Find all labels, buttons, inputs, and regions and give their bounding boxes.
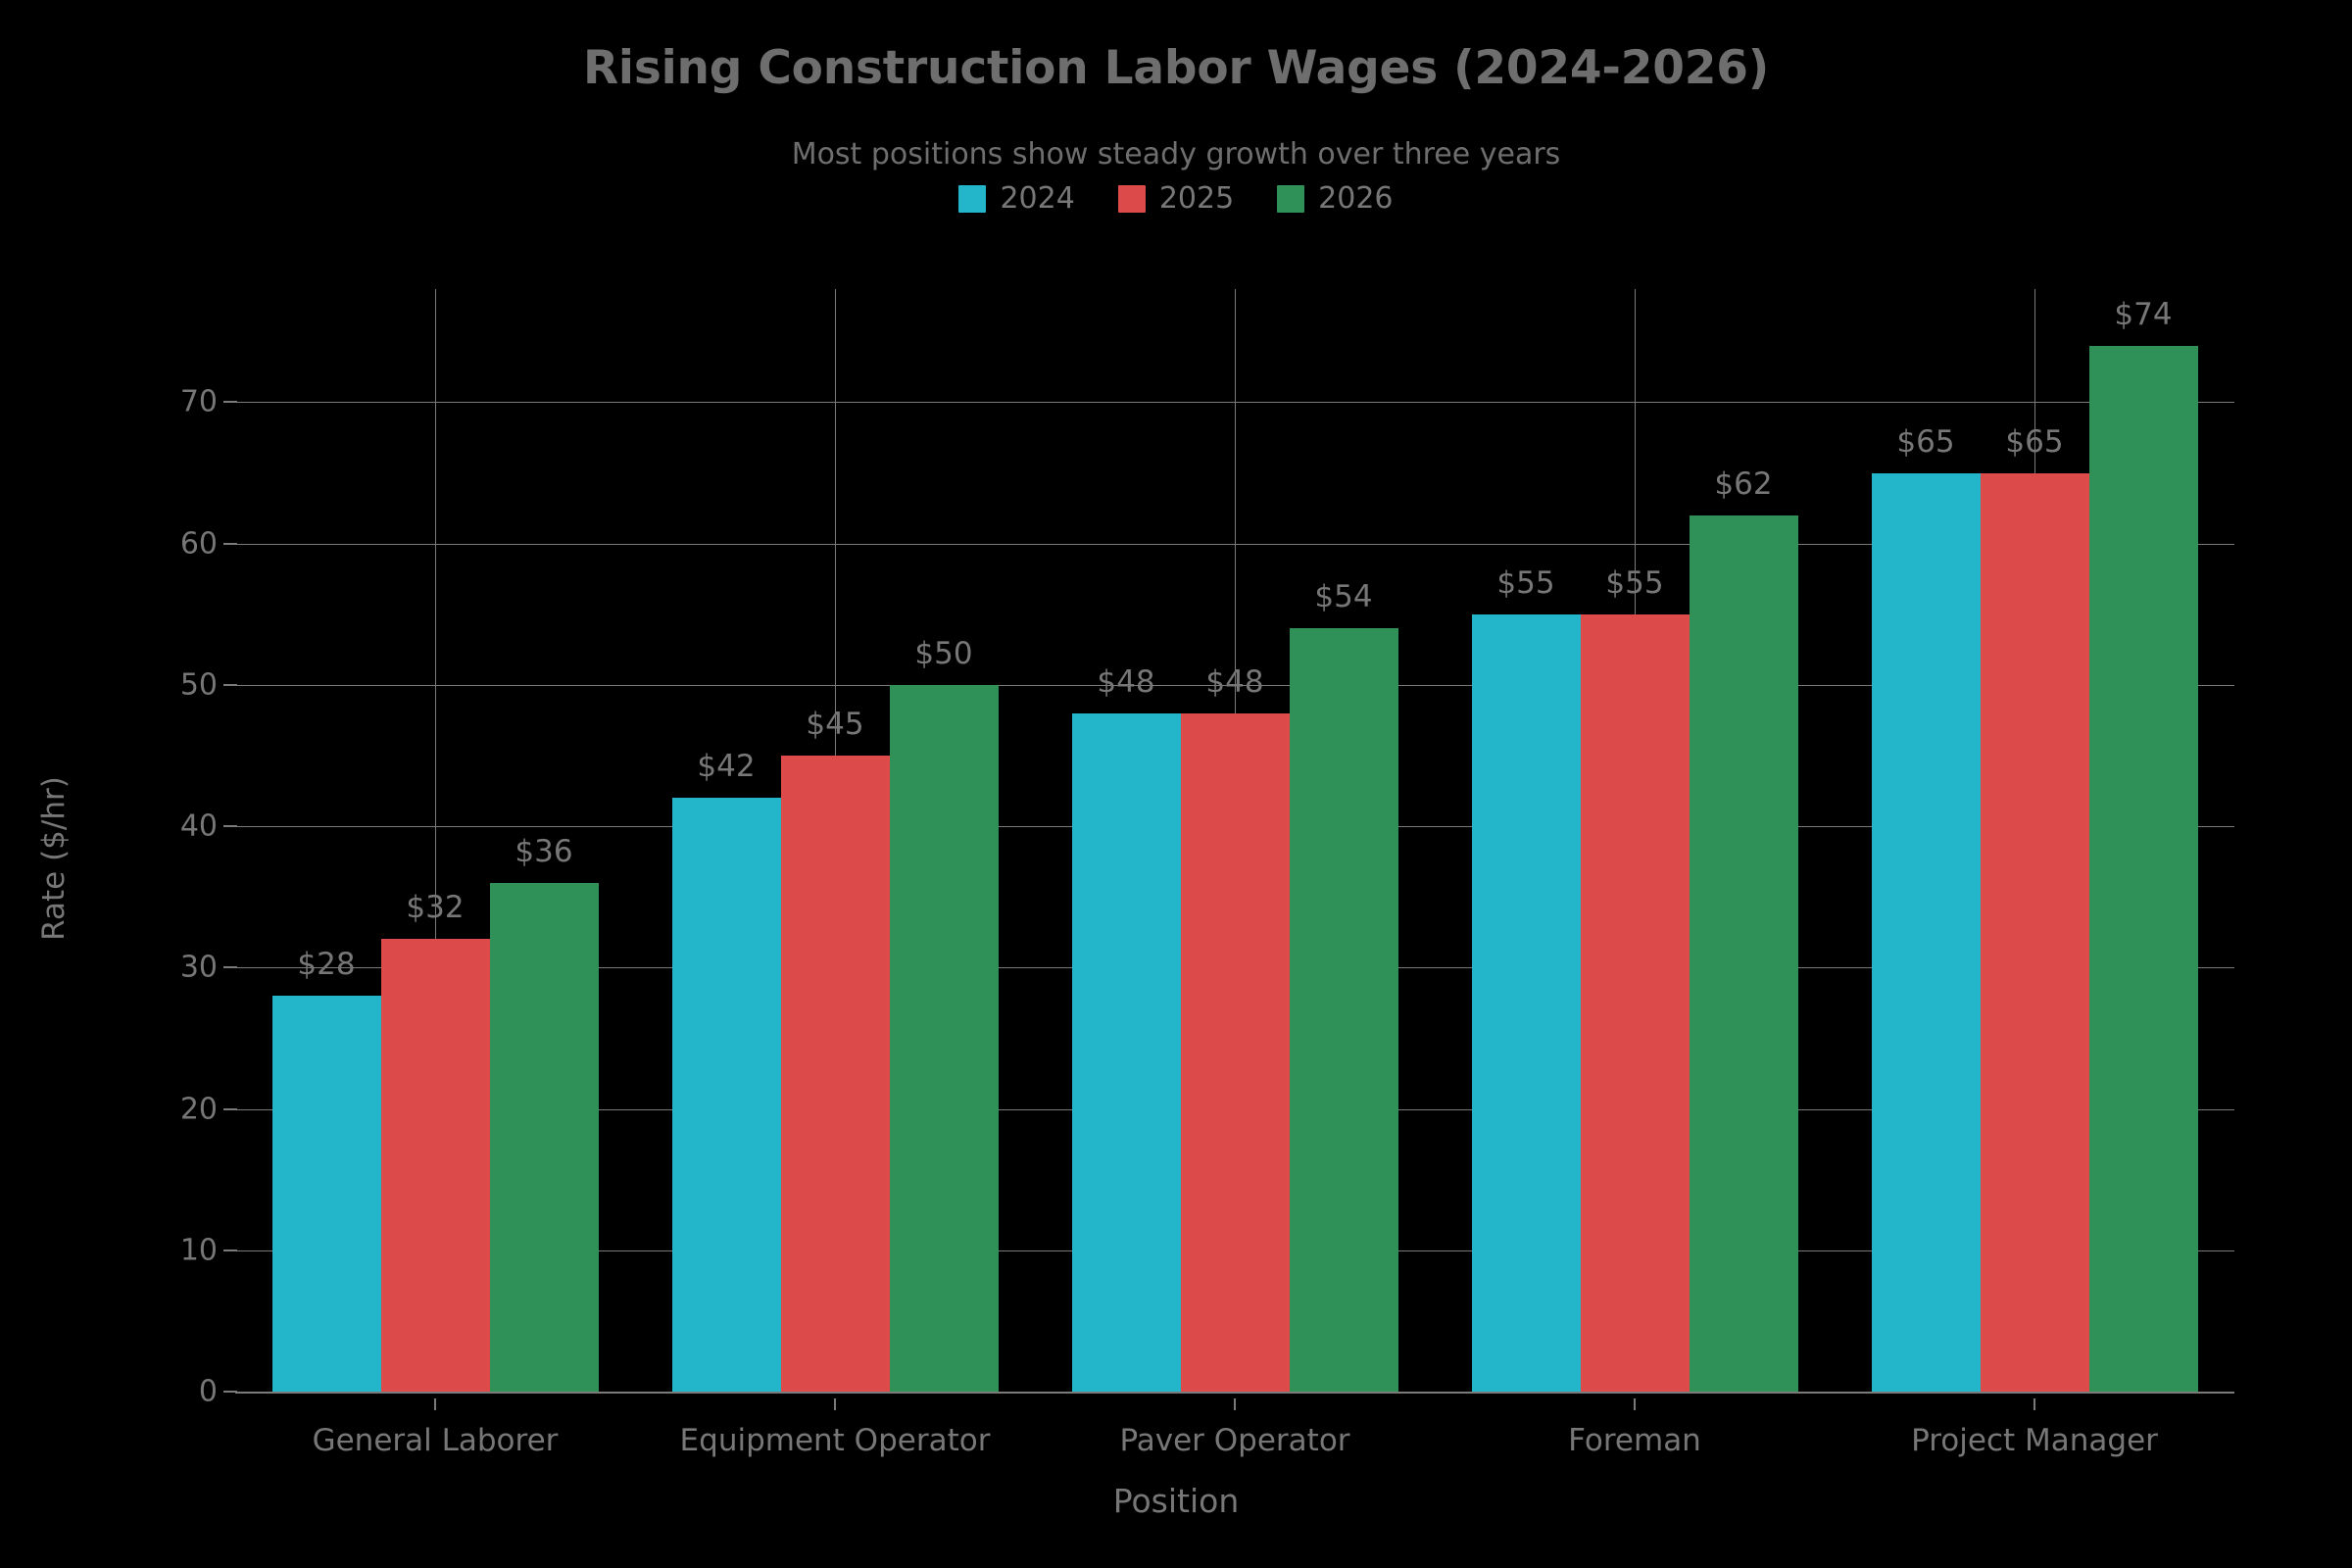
y-axis-tick-mark [223, 1107, 237, 1110]
y-axis-tick-label: 50 [179, 667, 218, 703]
y-axis-tick-mark [223, 683, 237, 686]
bar[interactable] [780, 755, 890, 1392]
bar[interactable] [889, 684, 999, 1392]
legend-item-2025[interactable]: 2025 [1117, 181, 1235, 216]
bar-value-label: $32 [406, 890, 465, 926]
legend-swatch-2025 [1117, 185, 1146, 213]
bar-value-label: $55 [1605, 564, 1664, 601]
x-axis-tick-mark [2034, 1398, 2035, 1410]
chart-subtitle: Most positions show steady growth over t… [791, 137, 1561, 172]
x-axis-tick-label: Equipment Operator [679, 1423, 991, 1458]
x-axis-tick-label: Foreman [1568, 1423, 1701, 1458]
x-axis-tick-mark [1634, 1398, 1636, 1410]
bar[interactable] [1180, 712, 1290, 1392]
chart-legend: 2024 2025 2026 [0, 184, 2352, 214]
legend-swatch-2024 [958, 185, 987, 213]
y-axis-tick-label: 0 [198, 1374, 218, 1409]
y-axis-tick-mark [223, 401, 237, 404]
bar-value-label: $55 [1496, 564, 1555, 601]
y-axis-tick-mark [223, 966, 237, 969]
chart-title: Rising Construction Labor Wages (2024-20… [582, 41, 1770, 95]
bar-value-label: $45 [806, 706, 864, 742]
bar-value-label: $48 [1205, 663, 1264, 700]
bar[interactable] [271, 996, 381, 1392]
bar-value-label: $65 [2005, 423, 2064, 460]
y-axis-tick-label: 10 [179, 1233, 218, 1268]
bar-value-label: $65 [1896, 423, 1955, 460]
gridline-vertical [435, 289, 436, 1392]
bar[interactable] [489, 882, 599, 1392]
legend-label-2026: 2026 [1318, 181, 1394, 216]
y-axis-tick-mark [223, 1249, 237, 1251]
legend-item-2024[interactable]: 2024 [958, 181, 1075, 216]
bar-value-label: $42 [697, 749, 756, 785]
x-axis-tick-label: General Laborer [312, 1423, 559, 1458]
y-axis-tick-mark [223, 542, 237, 545]
bar-value-label: $36 [514, 833, 573, 869]
bar[interactable] [2088, 345, 2198, 1392]
bar[interactable] [1980, 472, 2089, 1392]
x-axis-tick-mark [1234, 1398, 1236, 1410]
x-axis-line [235, 1392, 2234, 1394]
y-axis-tick-label: 70 [179, 384, 218, 419]
x-axis-title: Position [1112, 1482, 1240, 1520]
bar-value-label: $28 [297, 947, 356, 983]
legend-label-2024: 2024 [1000, 181, 1075, 216]
x-axis-tick-label: Paver Operator [1119, 1423, 1350, 1458]
bar[interactable] [380, 939, 490, 1392]
bar[interactable] [1689, 514, 1798, 1392]
x-axis-tick-mark [434, 1398, 436, 1410]
bar-value-label: $50 [914, 635, 973, 671]
legend-swatch-2026 [1277, 185, 1305, 213]
y-axis-tick-mark [223, 1391, 237, 1393]
legend-item-2026[interactable]: 2026 [1277, 181, 1394, 216]
bar[interactable] [1580, 613, 1690, 1392]
y-axis-tick-mark [223, 825, 237, 828]
bar[interactable] [1871, 472, 1981, 1392]
y-axis-tick-label: 60 [179, 526, 218, 562]
bar-value-label: $54 [1314, 579, 1373, 615]
y-axis-title: Rate ($/hr) [36, 776, 72, 941]
bar-value-label: $62 [1714, 466, 1773, 502]
legend-label-2025: 2025 [1158, 181, 1235, 216]
y-axis-tick-label: 40 [179, 808, 218, 844]
bar[interactable] [1471, 613, 1581, 1392]
bar-value-label: $48 [1097, 663, 1155, 700]
bar-value-label: $74 [2114, 296, 2173, 332]
x-axis-tick-label: Project Manager [1911, 1423, 2158, 1458]
y-axis-tick-label: 20 [179, 1092, 218, 1127]
plot-area: $74 $65 $65 $62 $55 $55 $54 $48 $48 $50 $45 $42 $36 $… [235, 289, 2234, 1394]
bar[interactable] [1289, 628, 1398, 1392]
bar[interactable] [1071, 712, 1181, 1392]
y-axis-tick-label: 30 [179, 950, 218, 985]
x-axis-tick-mark [834, 1398, 836, 1410]
bar[interactable] [671, 798, 781, 1392]
